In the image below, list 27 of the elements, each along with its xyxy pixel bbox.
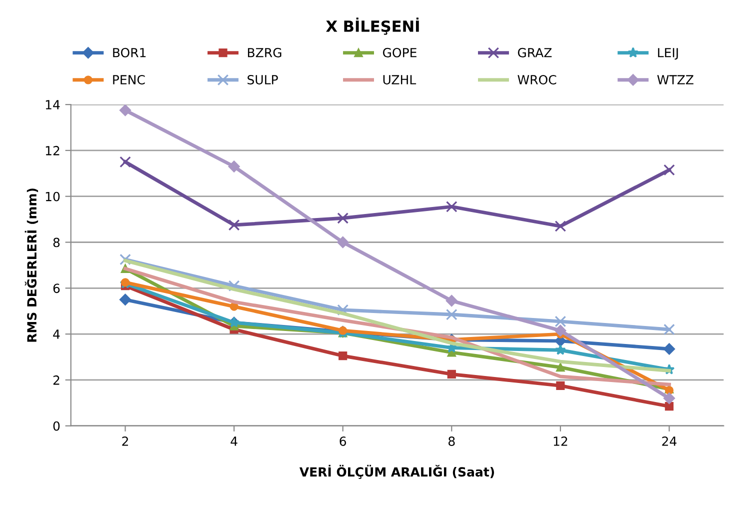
y-tick-label: 4	[53, 330, 60, 339]
legend-label: GOPE	[382, 48, 416, 58]
legend-label: BOR1	[113, 48, 146, 58]
y-axis-title: RMS DEĞERLERİ (mm)	[24, 188, 38, 342]
legend-label: WTZZ	[657, 75, 694, 84]
legend-label: SULP	[248, 74, 278, 84]
legend-label: BZRG	[248, 48, 282, 58]
y-tick-label: 2	[53, 375, 60, 385]
x-tick-label: 12	[554, 436, 568, 446]
x-tick-label: 4	[230, 436, 238, 446]
legend-label: UZHL	[383, 75, 416, 84]
y-tick-label: 6	[53, 284, 60, 294]
y-tick-label: 8	[53, 238, 60, 248]
legend-label: GRAZ	[518, 48, 552, 58]
x-tick-label: 2	[122, 436, 128, 446]
x-tick-label: 8	[448, 436, 455, 446]
x-axis-title: VERİ ÖLÇÜM ARALIĞI (Saat)	[299, 464, 494, 479]
y-tick-label: 10	[46, 192, 60, 202]
x-tick-label: 6	[340, 436, 346, 446]
x-tick-label: 24	[662, 436, 676, 446]
y-tick-label: 0	[53, 421, 60, 431]
chart-title: X BİLEŞENİ	[326, 18, 419, 35]
legend-label: WROC	[518, 74, 556, 84]
y-tick-label: 12	[46, 146, 60, 156]
y-tick-label: 14	[46, 100, 60, 110]
legend-label: PENC	[113, 74, 145, 84]
legend-label: LEIJ	[658, 48, 678, 60]
